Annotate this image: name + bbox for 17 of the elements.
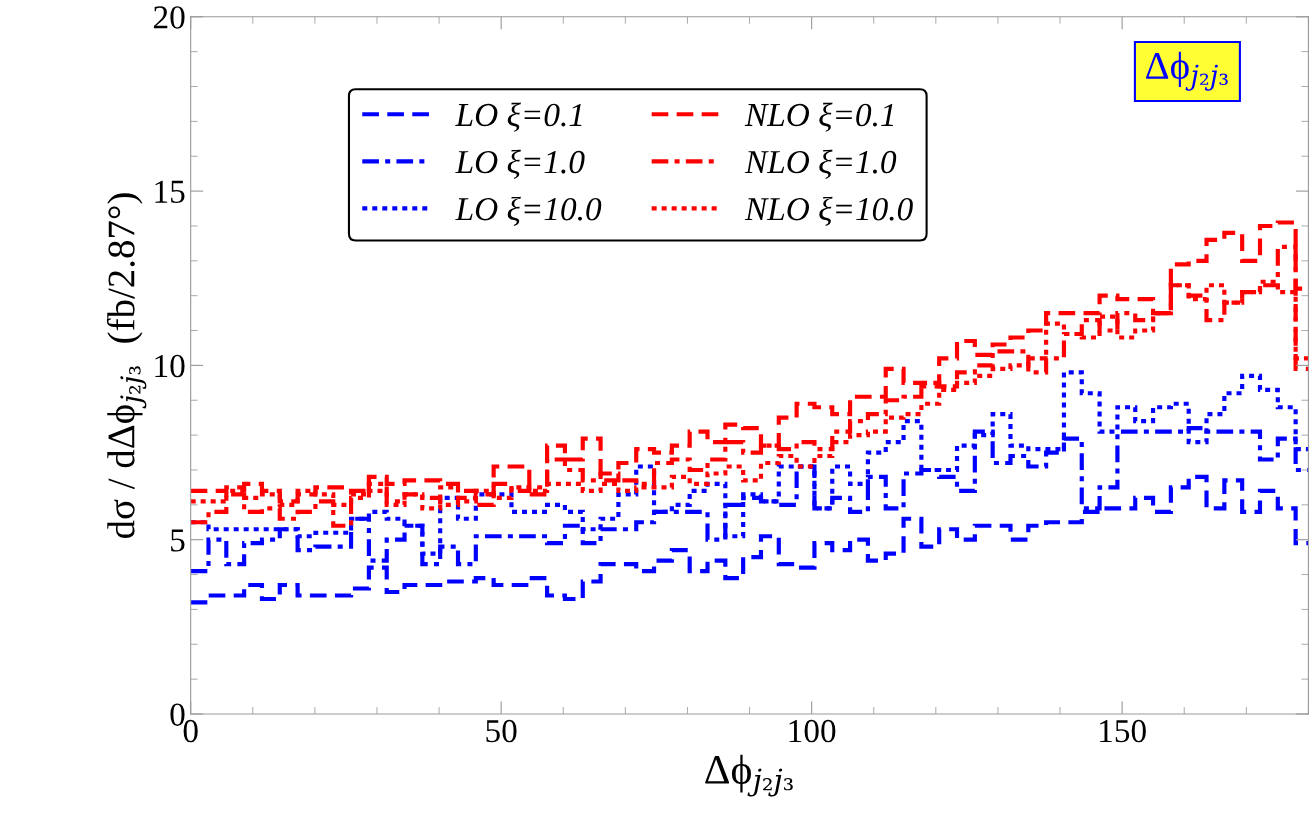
legend-label: LO ξ=1.0: [455, 149, 585, 179]
y-tick-label: 20: [153, 6, 185, 29]
x-tick-label: 100: [789, 719, 836, 743]
y-tick-label: 0: [170, 703, 185, 726]
legend-label: NLO ξ=0.1: [744, 102, 894, 132]
x-tick-label: 50: [486, 719, 517, 743]
x-axis-title: Δϕ$_{j₂j₃}$: [705, 754, 793, 797]
annotation: Δϕ$_{j₂j₃}$: [1146, 51, 1228, 91]
y-axis-title: dσ / dΔϕ$_{j₂j₃}$ (fb/2.87°): [106, 193, 147, 539]
x-tick-label: 150: [1100, 719, 1146, 743]
legend-label: LO ξ=10.0: [455, 196, 602, 226]
y-tick-label: 10: [155, 354, 185, 378]
y-tick-label: 15: [155, 180, 185, 203]
y-tick-label: 5: [171, 529, 185, 552]
legend-label: LO ξ=0.1: [455, 102, 582, 132]
legend-label: NLO ξ=1.0: [744, 149, 897, 179]
legend-label: NLO ξ=10.0: [744, 196, 913, 226]
